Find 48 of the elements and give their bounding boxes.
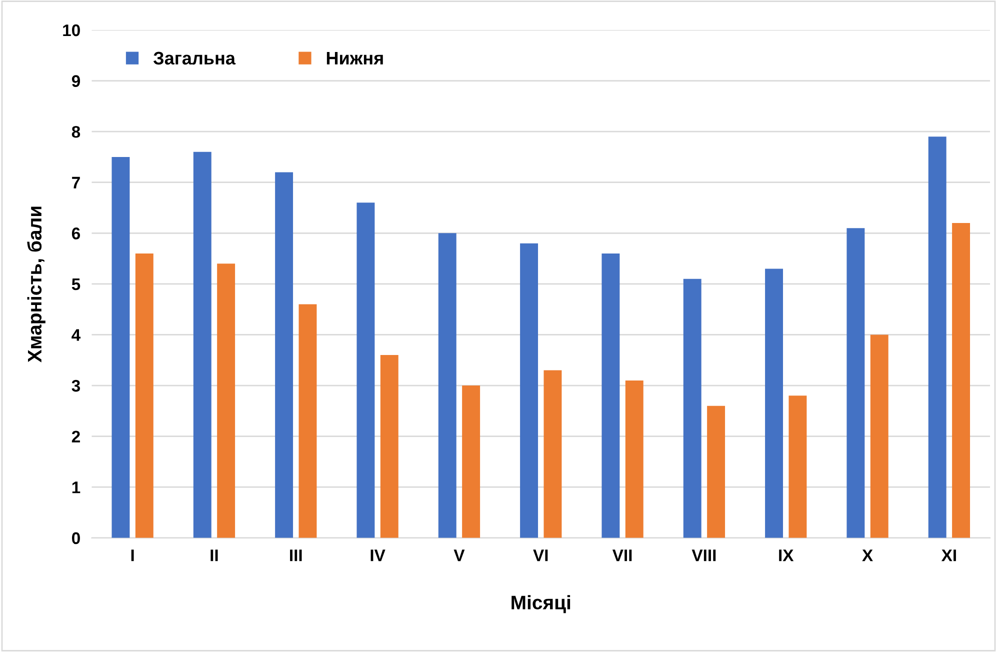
y-tick-label: 8 [72,126,80,138]
bar [707,406,726,538]
bar [765,268,784,538]
bar [135,253,154,538]
bar [275,172,294,538]
x-tick-label: III [290,550,302,562]
bar [112,156,130,538]
y-tick-label: 2 [72,430,80,442]
x-tick-label: XI [941,550,956,562]
y-tick-label: 9 [72,75,80,87]
bar [683,278,702,538]
bar [602,253,620,538]
bar [952,222,970,538]
y-tick-label: 4 [72,329,81,341]
x-tick-label: IV [370,550,386,562]
bar [380,355,398,538]
x-tick-label: IX [779,550,794,562]
x-tick-label: II [210,550,218,562]
bar [298,304,317,538]
y-tick-label: 10 [63,24,80,36]
bar [846,228,865,538]
y-tick-label: 7 [72,176,80,188]
y-tick-label: 6 [72,228,80,240]
x-axis-title: Місяці [512,595,570,614]
legend-label: Загальна [153,52,236,65]
x-tick-label: VIII [692,550,716,562]
y-axis-title: Хмарність, бали [27,206,46,362]
x-tick-label: X [862,550,873,562]
x-tick-label: VII [612,550,632,562]
bar [520,243,538,538]
bar [544,370,562,538]
bar [870,334,888,538]
y-tick-label: 5 [72,278,80,290]
bar [217,264,236,538]
bar [462,386,480,538]
bar [356,202,375,538]
x-tick-label: I [131,550,134,562]
bar [625,380,644,538]
x-tick-label: VI [533,550,548,562]
legend-label: Нижня [326,52,383,64]
y-tick-label: 0 [72,532,80,544]
bar [788,396,807,538]
bar [193,152,212,538]
bar [438,233,456,538]
x-tick-label: V [454,550,465,562]
y-tick-label: 3 [72,380,80,392]
y-tick-label: 1 [72,482,80,494]
bar [928,136,946,538]
